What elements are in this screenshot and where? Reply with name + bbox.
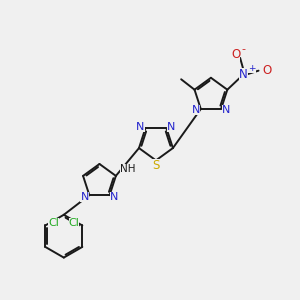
Text: N: N [239, 68, 248, 81]
Text: Cl: Cl [69, 218, 80, 228]
Text: O: O [231, 48, 240, 61]
Text: N: N [222, 105, 230, 116]
Text: N: N [110, 192, 118, 202]
Text: -: - [242, 45, 246, 55]
Text: Cl: Cl [48, 218, 59, 228]
Text: O: O [262, 64, 271, 77]
Text: S: S [152, 159, 160, 172]
Text: +: + [248, 64, 256, 74]
Text: N: N [80, 192, 89, 202]
Text: N: N [192, 105, 200, 116]
Text: N: N [167, 122, 176, 132]
Text: N: N [136, 122, 145, 132]
Text: NH: NH [120, 164, 135, 173]
